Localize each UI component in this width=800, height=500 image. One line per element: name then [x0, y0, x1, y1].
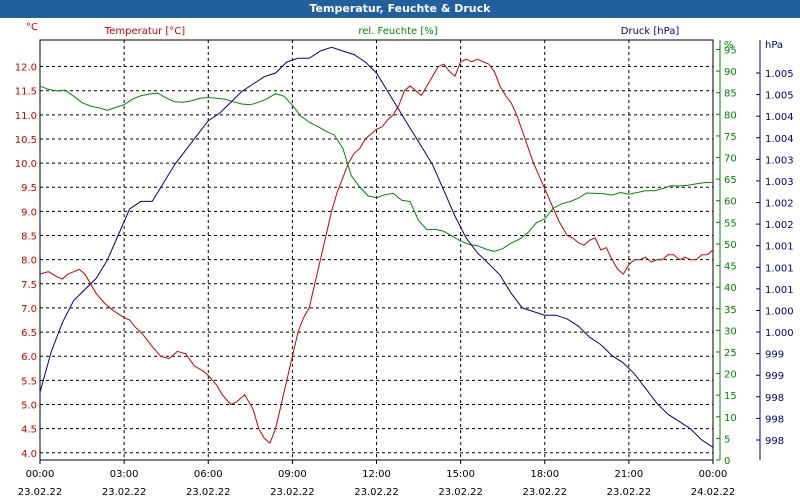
- pressure-tick-label: 1.002: [765, 199, 794, 210]
- temperature-tick-label: 6.0: [21, 352, 37, 363]
- x-tick-date-label: 23.02.22: [18, 487, 63, 498]
- temperature-tick-label: 8.0: [21, 256, 37, 267]
- humidity-tick-label: 95: [724, 46, 737, 57]
- humidity-tick-label: 0: [724, 456, 730, 467]
- pressure-axis-title: Druck [hPa]: [621, 26, 680, 37]
- humidity-tick-label: 15: [724, 391, 737, 402]
- x-tick-time-label: 06:00: [194, 469, 223, 480]
- temperature-tick-label: 9.5: [21, 183, 37, 194]
- x-tick-time-label: 00:00: [26, 469, 55, 480]
- pressure-tick-label: 998: [765, 393, 784, 404]
- pressure-tick-label: 1.001: [765, 263, 794, 274]
- humidity-tick-label: 55: [724, 218, 737, 229]
- chart-canvas: 4.0 4.5 5.0 5.5 6.0 6.5 7.0 7.5 8.0 8.5 9.0 9.5 10.0…: [15, 22, 794, 498]
- pressure-tick-label: 1.004: [765, 112, 794, 123]
- temperature-tick-label: 10.5: [15, 135, 37, 146]
- humidity-tick-label: 10: [724, 413, 737, 424]
- temperature-tick-label: 4.5: [21, 425, 37, 436]
- pressure-tick-label: 1.005: [765, 69, 794, 80]
- x-tick-date-label: 23.02.22: [186, 487, 231, 498]
- grid: [40, 40, 713, 460]
- humidity-tick-label: 75: [724, 132, 737, 143]
- humidity-axis-ticks: 0 5 10 15 20 25 30 35 40 45 50 55 60 65 70 75 80 85 90 95: [716, 46, 737, 467]
- x-tick-time-label: 03:00: [110, 469, 139, 480]
- series-line-temperature: [39, 58, 714, 444]
- temperature-tick-label: 4.0: [21, 449, 37, 460]
- temperature-tick-label: 9.0: [21, 207, 37, 218]
- temperature-tick-label: 8.5: [21, 232, 37, 243]
- x-tick-date-label: 23.02.22: [438, 487, 483, 498]
- x-tick-time-label: 21:00: [614, 469, 643, 480]
- x-tick-date-label: 24.02.22: [691, 487, 736, 498]
- x-tick-time-label: 00:00: [699, 469, 728, 480]
- x-tick-time-label: 18:00: [530, 469, 559, 480]
- temperature-tick-label: 11.0: [15, 111, 37, 122]
- humidity-tick-label: 90: [724, 67, 737, 78]
- humidity-tick-label: 50: [724, 240, 737, 251]
- pressure-tick-label: 1.003: [765, 155, 794, 166]
- humidity-tick-label: 80: [724, 110, 737, 121]
- humidity-tick-label: 85: [724, 89, 737, 100]
- series-lines: [39, 46, 714, 448]
- humidity-tick-label: 65: [724, 175, 737, 186]
- x-tick-date-label: 23.02.22: [607, 487, 652, 498]
- x-tick-date-label: 23.02.22: [270, 487, 315, 498]
- pressure-tick-label: 1.000: [765, 306, 794, 317]
- pressure-tick-label: 1.002: [765, 220, 794, 231]
- pressure-tick-label: 1.000: [765, 328, 794, 339]
- axis-headers: °C Temperatur [°C] % rel. Feuchte [%] Dr…: [26, 22, 783, 51]
- pressure-tick-label: 1.001: [765, 242, 794, 253]
- humidity-tick-label: 5: [724, 434, 730, 445]
- pressure-unit-label: hPa: [765, 40, 783, 51]
- humidity-tick-label: 30: [724, 326, 737, 337]
- temperature-tick-label: 6.5: [21, 328, 37, 339]
- pressure-tick-label: 1.003: [765, 177, 794, 188]
- x-tick-date-label: 23.02.22: [522, 487, 567, 498]
- temperature-tick-label: 12.0: [15, 63, 37, 74]
- temperature-tick-label: 7.5: [21, 280, 37, 291]
- x-tick-date-label: 23.02.22: [354, 487, 399, 498]
- humidity-tick-label: 45: [724, 262, 737, 273]
- pressure-tick-label: 999: [765, 350, 784, 361]
- humidity-unit-label: %: [724, 40, 734, 51]
- temperature-axis-ticks: 4.0 4.5 5.0 5.5 6.0 6.5 7.0 7.5 8.0 8.5 9.0 9.5 10.0…: [15, 63, 37, 460]
- humidity-tick-label: 40: [724, 283, 737, 294]
- x-tick-date-label: 23.02.22: [102, 487, 147, 498]
- temperature-tick-label: 10.0: [15, 159, 37, 170]
- temperature-tick-label: 5.0: [21, 400, 37, 411]
- temperature-tick-label: 7.0: [21, 304, 37, 315]
- humidity-tick-label: 70: [724, 154, 737, 165]
- pressure-tick-label: 999: [765, 371, 784, 382]
- humidity-tick-label: 25: [724, 348, 737, 359]
- x-tick-time-label: 09:00: [278, 469, 307, 480]
- temperature-tick-label: 11.5: [15, 87, 37, 98]
- humidity-tick-label: 35: [724, 305, 737, 316]
- pressure-tick-label: 1.001: [765, 285, 794, 296]
- temperature-tick-label: 5.5: [21, 376, 37, 387]
- x-axis-ticks: 00:00 23.02.22 03:00 23.02.22 06:00 23.02.22 0…: [18, 460, 736, 498]
- series-line-humidity: [39, 85, 714, 252]
- x-tick-time-label: 12:00: [362, 469, 391, 480]
- pressure-tick-label: 998: [765, 414, 784, 425]
- humidity-tick-label: 20: [724, 370, 737, 381]
- chart-title: Temperatur, Feuchte & Druck: [0, 0, 800, 18]
- pressure-tick-label: 1.005: [765, 91, 794, 102]
- pressure-tick-label: 998: [765, 436, 784, 447]
- x-tick-time-label: 15:00: [446, 469, 475, 480]
- temperature-unit-label: °C: [26, 22, 38, 33]
- pressure-tick-label: 1.004: [765, 134, 794, 145]
- temperature-axis-title: Temperatur [°C]: [104, 26, 185, 37]
- series-line-pressure: [39, 46, 714, 448]
- axis-lines: [719, 40, 761, 460]
- pressure-axis-ticks: 998 998 998 999 999 1.000 1.000 1.001 1.001 1.001…: [756, 69, 794, 447]
- humidity-tick-label: 60: [724, 197, 737, 208]
- humidity-axis-title: rel. Feuchte [%]: [358, 26, 437, 37]
